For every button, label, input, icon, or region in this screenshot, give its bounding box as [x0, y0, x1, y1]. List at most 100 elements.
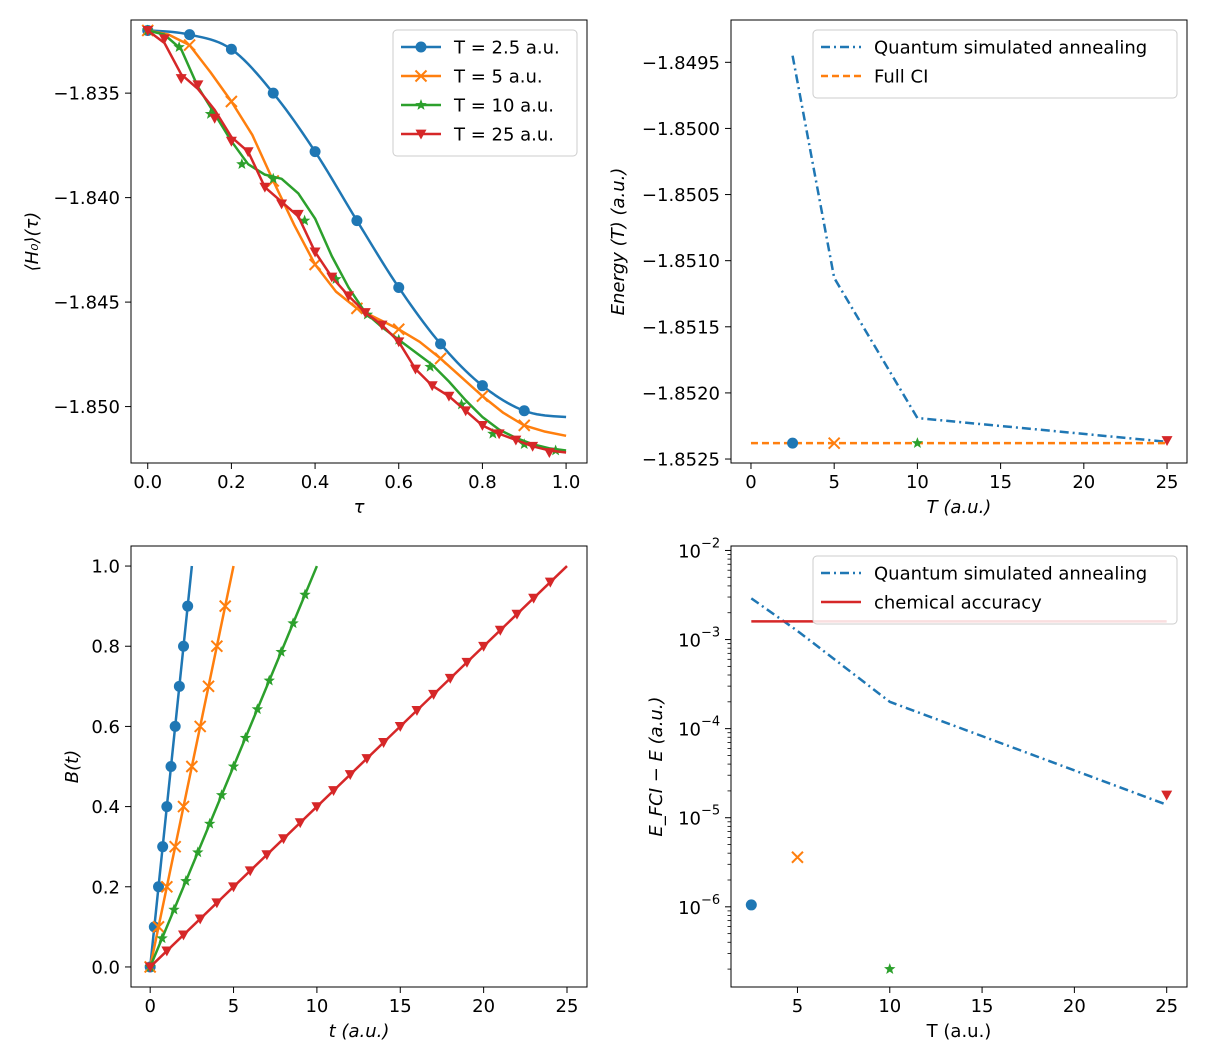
data-point	[184, 29, 196, 41]
x-axis-label: τ	[354, 497, 365, 518]
data-point	[511, 609, 523, 620]
legend-marker	[415, 129, 427, 140]
y-tick-label: −1.835	[53, 84, 120, 105]
data-point	[392, 323, 405, 336]
data-point	[549, 444, 562, 456]
x-tick-label: 5	[792, 996, 803, 1017]
data-point	[225, 43, 237, 55]
x-tick-label: 10	[305, 996, 328, 1017]
data-point	[518, 419, 531, 432]
data-point	[236, 158, 248, 170]
data-point	[192, 80, 204, 91]
data-point	[153, 881, 165, 893]
y-tick-exponent: −3	[701, 626, 720, 641]
data-point	[194, 914, 206, 925]
legend-entry-label: Quantum simulated annealing	[874, 38, 1147, 59]
x-tick-label: 0.4	[301, 472, 330, 493]
axes-frame	[730, 545, 1188, 988]
legend: Quantum simulated annealing Full CI	[812, 29, 1178, 99]
data-point	[528, 593, 540, 604]
y-tick-exponent: −2	[701, 536, 720, 551]
data-point	[169, 720, 181, 732]
series-line	[750, 597, 1168, 806]
y-axis-label: B(t)	[62, 750, 83, 783]
x-tick-label: 10	[906, 472, 929, 493]
data-point	[478, 641, 490, 652]
data-point	[343, 291, 355, 302]
data-point	[1161, 436, 1173, 447]
legend-entry-label: chemical accuracy	[874, 593, 1042, 614]
data-point	[1161, 790, 1173, 801]
data-point	[202, 680, 215, 693]
data-point	[434, 352, 447, 365]
data-point	[142, 26, 154, 36]
data-point	[393, 281, 405, 293]
data-point	[444, 673, 456, 684]
data-point	[308, 258, 322, 271]
legend-marker	[414, 69, 428, 83]
x-tick-label: 25	[1156, 472, 1179, 493]
data-point	[218, 599, 232, 613]
data-point	[168, 840, 182, 853]
x-tick-label: 10	[878, 996, 901, 1017]
data-point	[276, 199, 288, 210]
y-axis-label: ⟨H₀⟩(τ)	[22, 212, 43, 272]
data-point	[180, 875, 192, 886]
y-tick-label: −1.8495	[642, 53, 720, 74]
data-point	[215, 789, 228, 800]
data-point	[309, 247, 321, 258]
y-axis-label: Energy (T) (a.u.)	[608, 168, 629, 316]
data-point	[461, 657, 473, 668]
data-point	[210, 640, 224, 653]
data-point	[178, 640, 190, 652]
y-tick-label: 0.6	[91, 717, 120, 738]
data-point	[791, 851, 804, 864]
data-point	[494, 625, 506, 636]
data-point	[251, 703, 264, 715]
data-point	[298, 214, 311, 226]
x-tick-label: 0.0	[133, 472, 162, 493]
data-point	[411, 705, 423, 716]
data-point	[160, 880, 174, 893]
data-point	[544, 577, 556, 588]
panel-B-vs-t: 0 5 10 15 20 25 0.0 0.2 0.4 0.6 0.8 1.0 t (a.u.) B(t)	[62, 545, 588, 1042]
data-point	[173, 41, 185, 53]
data-point	[227, 760, 240, 772]
data-point	[328, 786, 340, 797]
y-tick-label: −1.840	[53, 188, 120, 209]
y-tick-exponent: −5	[701, 804, 720, 819]
data-point	[311, 802, 323, 813]
legend: T = 2.5 a.u. T = 5 a.u. T = 10 a.u. T = 25 …	[392, 29, 578, 157]
data-point	[378, 738, 390, 748]
data-point	[192, 846, 204, 858]
legend-marker	[415, 41, 427, 53]
x-tick-label: 20	[472, 996, 495, 1017]
data-point	[476, 389, 489, 403]
data-point	[426, 381, 438, 392]
y-tick-label: 10	[678, 631, 701, 652]
data-point	[173, 680, 185, 692]
data-point	[165, 761, 177, 772]
x-tick-label: 20	[1072, 472, 1095, 493]
data-point	[209, 113, 221, 124]
y-tick-label: 0.4	[91, 797, 120, 818]
x-tick-label: 20	[1063, 996, 1086, 1017]
data-point	[204, 108, 217, 119]
series-line	[791, 55, 1168, 444]
data-point	[225, 95, 238, 108]
y-tick-label: −1.850	[53, 397, 120, 418]
data-point	[161, 801, 173, 813]
x-tick-label: 5	[828, 472, 839, 493]
data-point	[911, 437, 924, 449]
x-tick-label: 15	[989, 472, 1012, 493]
data-point	[182, 600, 194, 612]
data-point	[460, 406, 472, 417]
y-tick-exponent: −4	[701, 715, 720, 730]
data-point	[376, 320, 388, 331]
x-tick-label: 0.8	[468, 472, 497, 493]
x-tick-label: 0.2	[217, 472, 246, 493]
y-tick-label: 0.0	[91, 957, 120, 978]
y-tick-label: 10	[678, 720, 701, 741]
